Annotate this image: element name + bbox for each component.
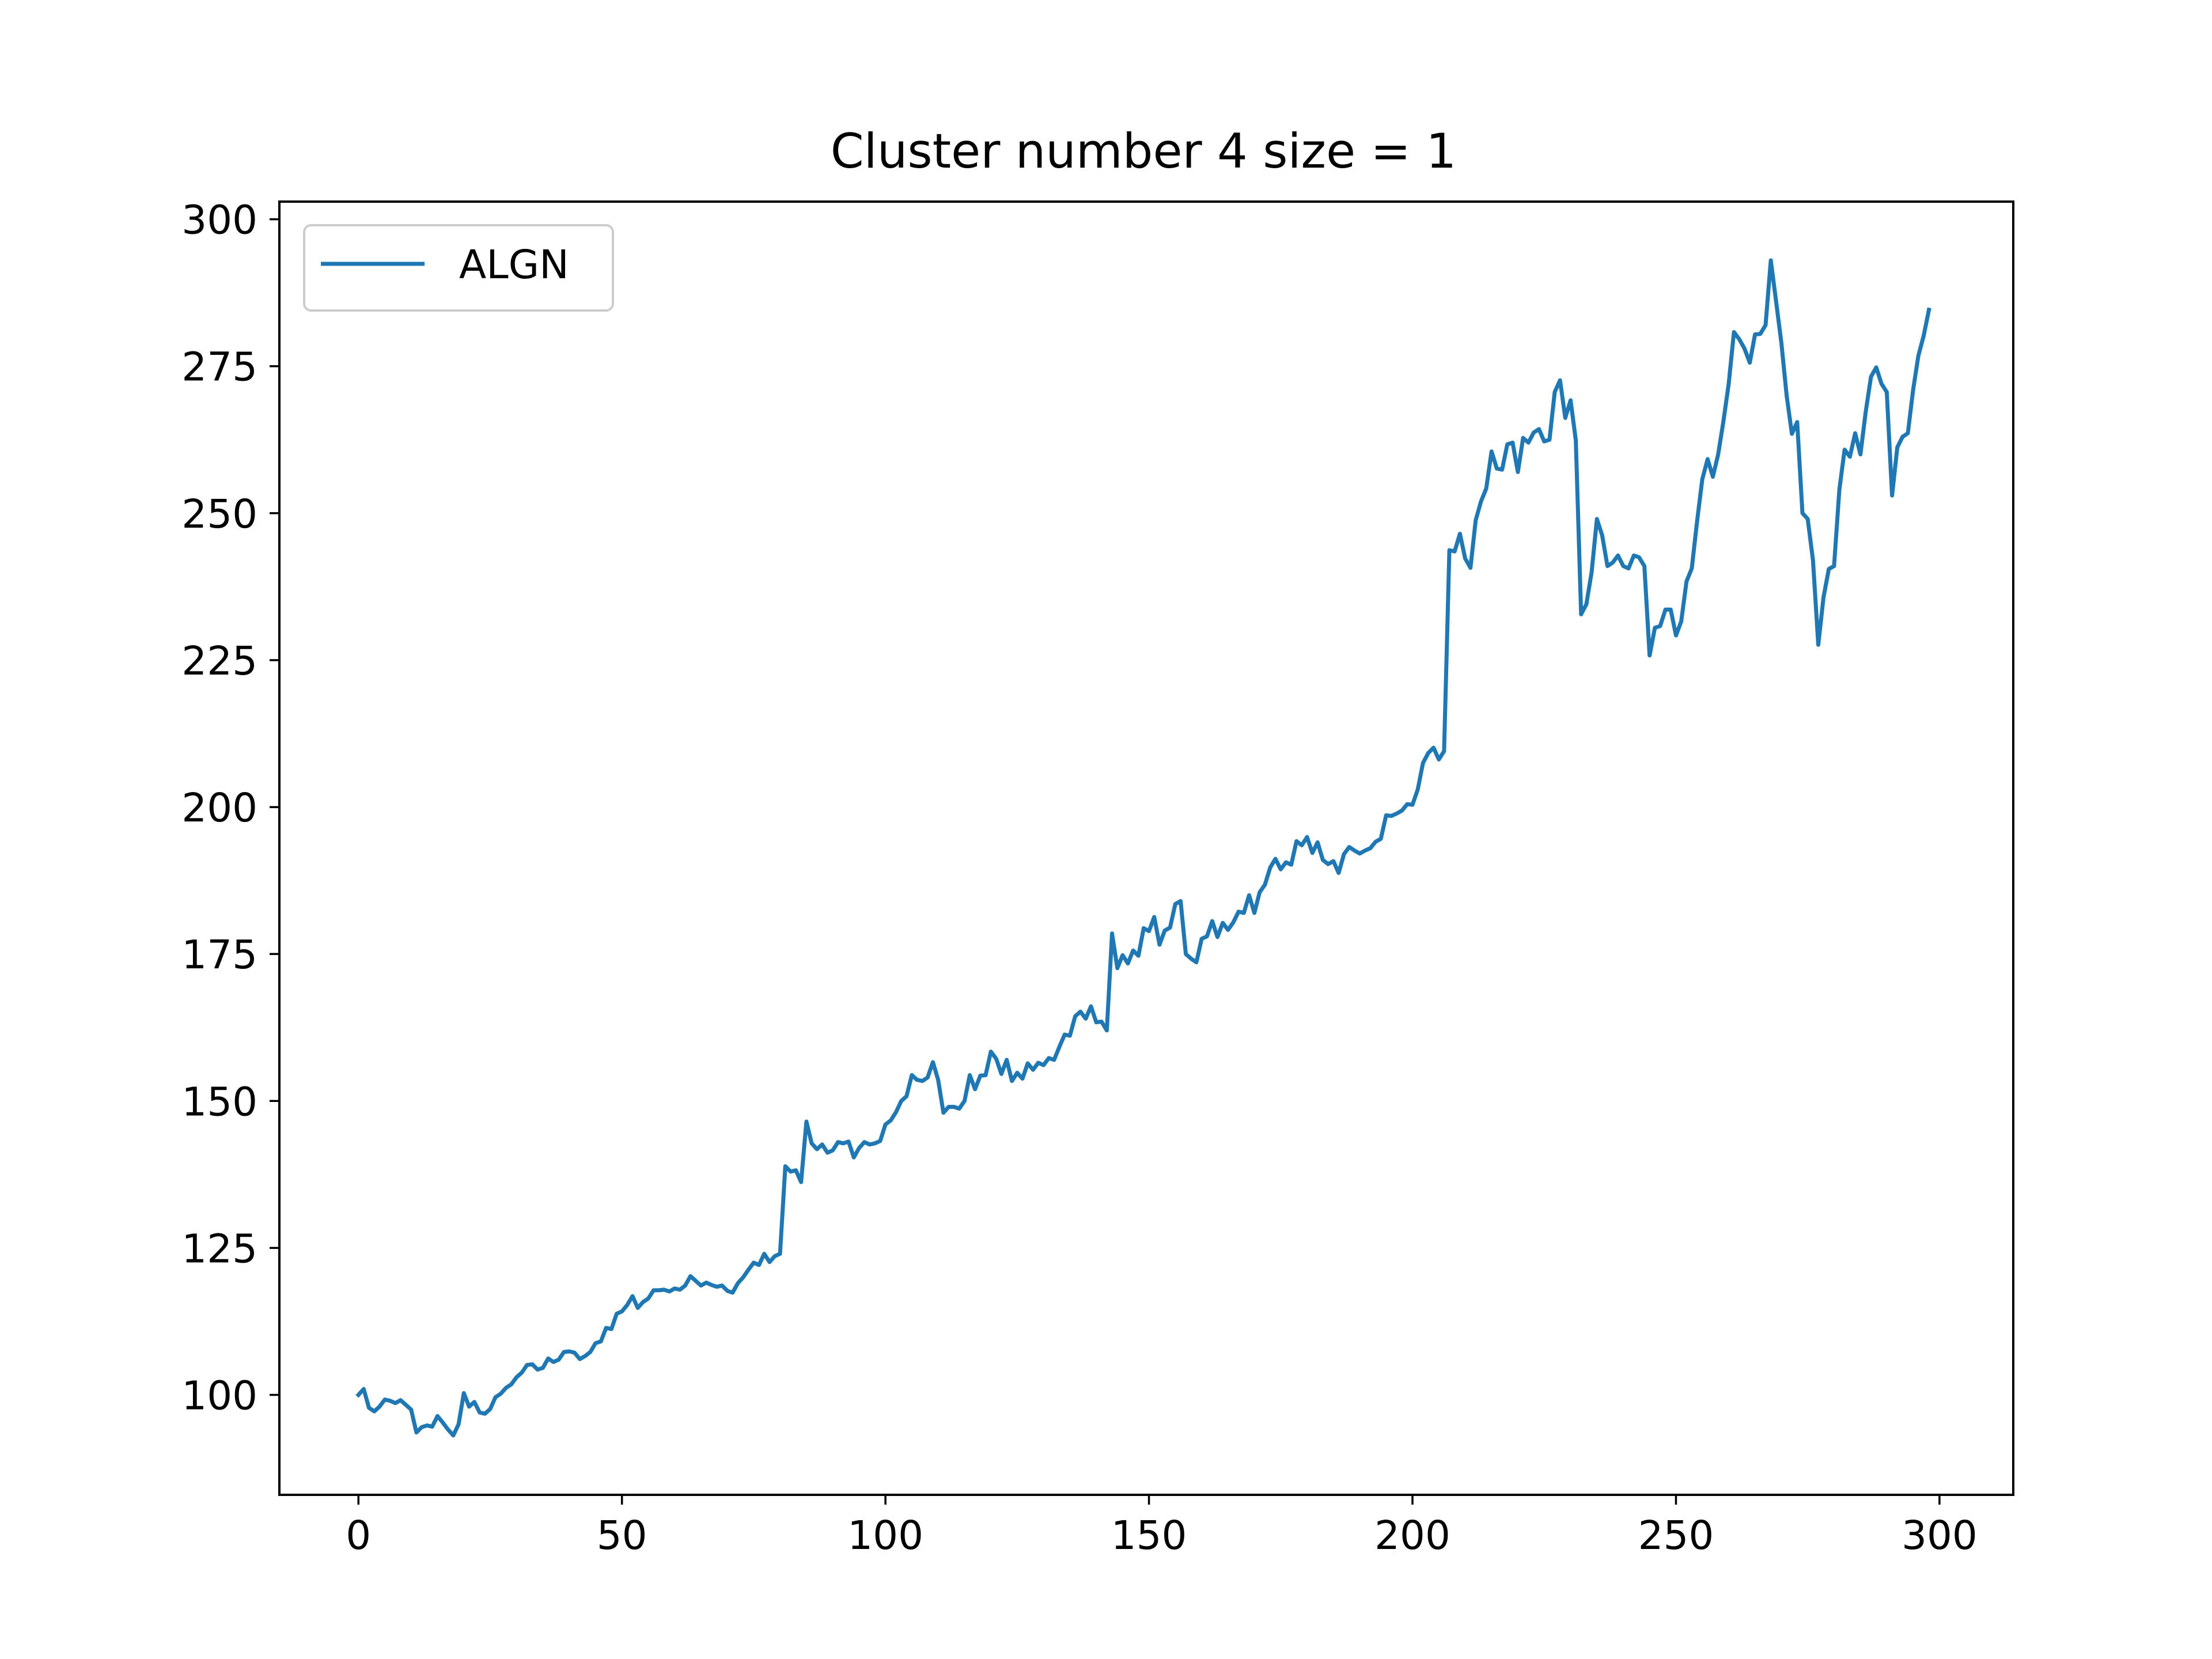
y-tick-label: 200 [181, 785, 257, 831]
y-tick-label: 225 [181, 638, 257, 684]
y-tick-label: 175 [181, 932, 257, 978]
x-axis: 0 50 100 150 200 250 300 [346, 1495, 1978, 1559]
x-tick-label: 50 [597, 1513, 647, 1559]
y-tick-label: 300 [181, 198, 257, 244]
y-tick-label: 100 [181, 1373, 257, 1419]
y-axis: 100 125 150 175 200 225 250 275 300 [181, 198, 279, 1419]
y-tick-label: 150 [181, 1079, 257, 1125]
x-tick-label: 0 [346, 1513, 371, 1559]
chart-title: Cluster number 4 size = 1 [831, 123, 1457, 179]
y-tick-label: 250 [181, 491, 257, 537]
x-tick-label: 200 [1374, 1513, 1450, 1559]
x-tick-label: 300 [1902, 1513, 1978, 1559]
series-layer [355, 258, 1931, 1438]
y-tick-label: 275 [181, 344, 257, 391]
legend: ALGN [303, 224, 614, 312]
legend-label-algn: ALGN [459, 242, 569, 288]
y-tick-label: 125 [181, 1226, 257, 1272]
x-tick-label: 150 [1111, 1513, 1187, 1559]
plot-area [278, 200, 2014, 1496]
x-tick-label: 250 [1638, 1513, 1714, 1559]
legend-box [303, 224, 614, 312]
series-line-algn [355, 258, 1931, 1438]
x-tick-label: 100 [847, 1513, 923, 1559]
